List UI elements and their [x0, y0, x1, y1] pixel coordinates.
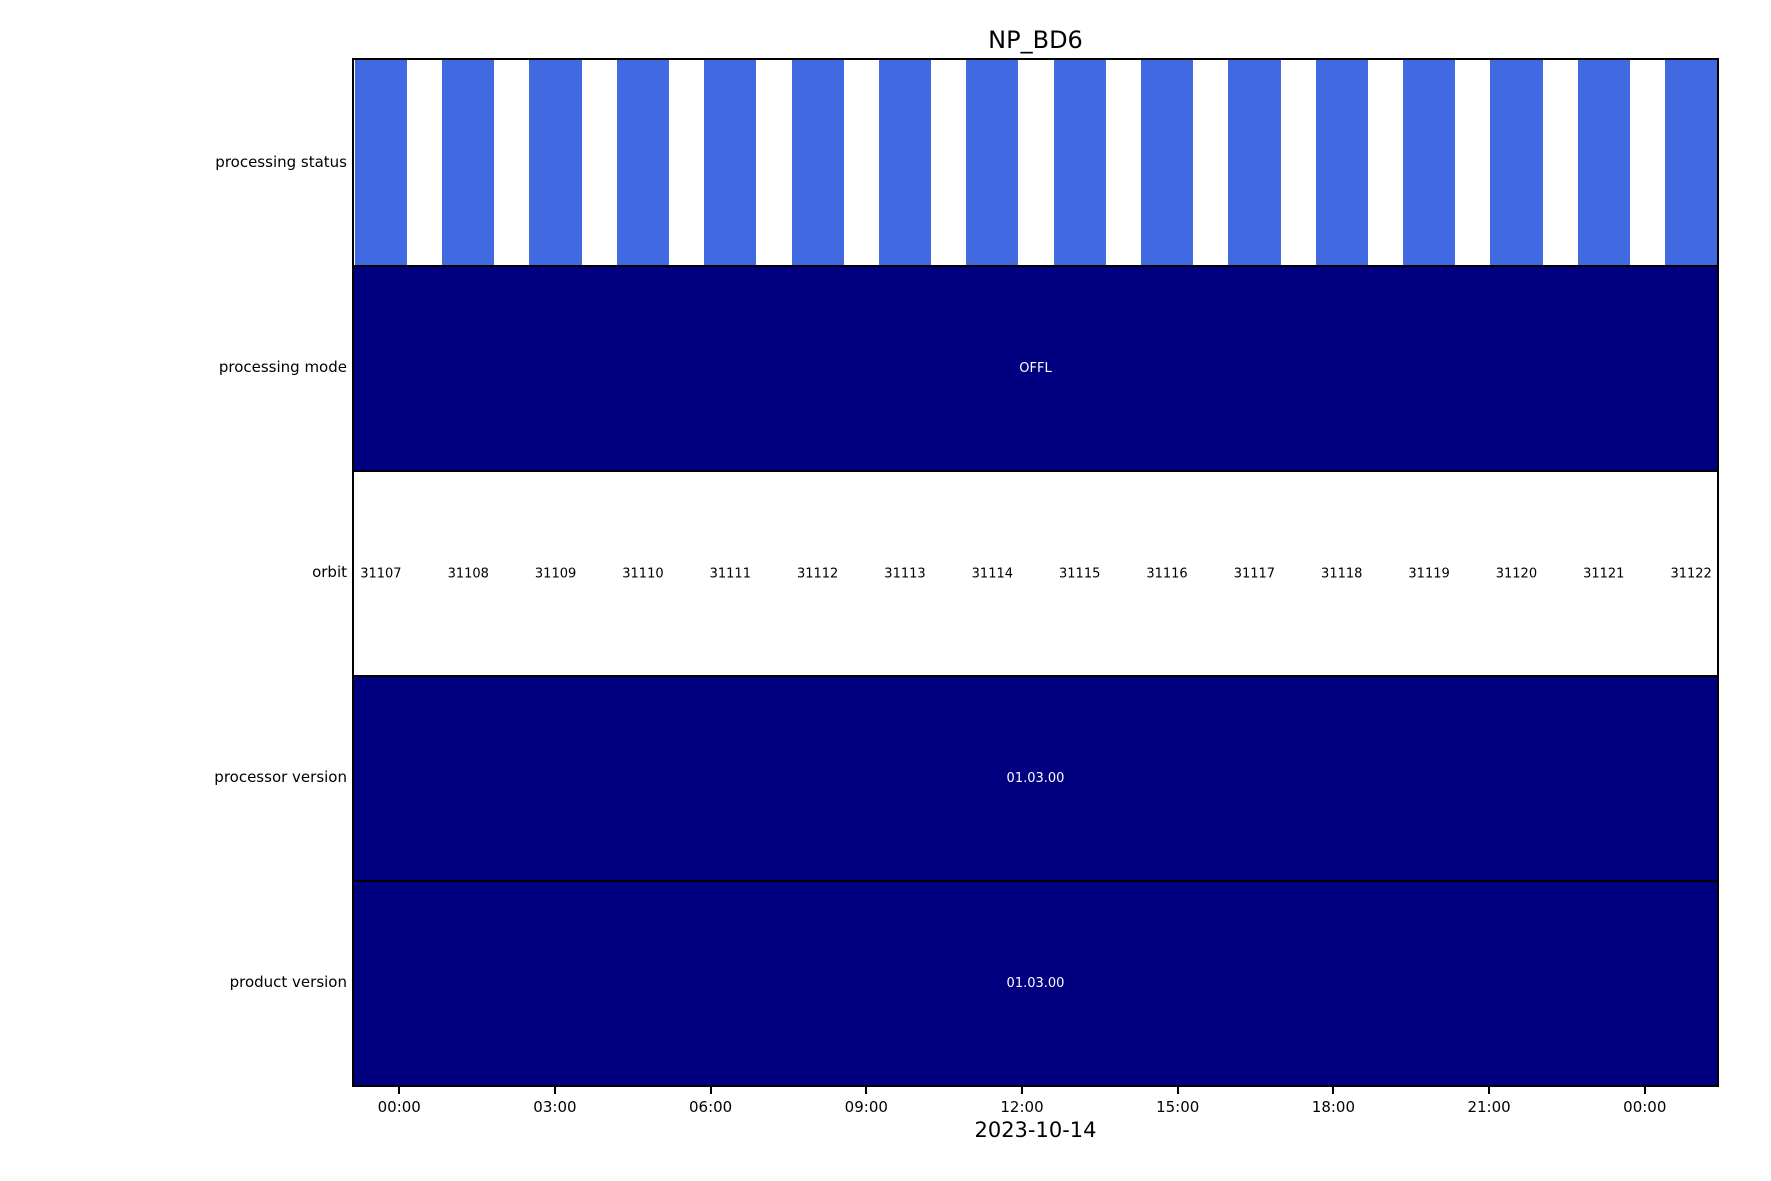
orbit-number: 31115 — [1059, 566, 1101, 581]
x-tick-label: 00:00 — [377, 1098, 421, 1116]
processing-status-bar — [1664, 60, 1717, 265]
x-axis: 00:00 03:00 06:00 09:00 12:00 15:00 18:00 21:00… — [352, 1087, 1719, 1129]
processing-status-bar — [616, 60, 670, 265]
x-tick-label: 06:00 — [688, 1098, 733, 1116]
orbit-number: 31111 — [709, 566, 751, 581]
processing-status-bar — [1402, 60, 1456, 265]
orbit-number: 31121 — [1583, 566, 1625, 581]
processing-status-bar — [704, 60, 757, 265]
row-label-product-version: product version — [229, 973, 347, 991]
processing-mode-value: OFFL — [1019, 361, 1052, 376]
orbit-number: 31122 — [1670, 566, 1712, 581]
processor-version-value: 01.03.00 — [1006, 771, 1065, 786]
x-tick-mark — [553, 1087, 556, 1094]
processing-status-bar — [1053, 60, 1106, 265]
orbit-number: 31114 — [971, 566, 1014, 581]
row-label-orbit: orbit — [312, 563, 347, 581]
orbit-number: 31118 — [1321, 566, 1363, 581]
processing-status-bar — [354, 60, 408, 265]
orbit-number: 31108 — [447, 566, 489, 581]
x-tick-mark — [398, 1087, 401, 1094]
orbit-number: 31112 — [796, 566, 839, 581]
x-tick-mark — [1332, 1087, 1335, 1094]
x-tick-label: 00:00 — [1623, 1098, 1667, 1116]
x-tick-label: 21:00 — [1467, 1098, 1511, 1116]
x-tick-label: 12:00 — [1000, 1098, 1044, 1116]
row-label-processor-version: processor version — [214, 768, 347, 786]
x-tick-label: 09:00 — [844, 1098, 888, 1116]
orbit-number: 31110 — [622, 566, 664, 581]
x-axis-date-label: 2023-10-14 — [974, 1118, 1097, 1142]
chart-title: NP_BD6 — [988, 26, 1083, 54]
processing-status-bar — [1140, 60, 1194, 265]
processing-status-bar — [1228, 60, 1281, 265]
processing-status-bar — [966, 60, 1019, 265]
processing-status-bar — [791, 60, 844, 265]
processing-status-bar — [442, 60, 495, 265]
x-tick-label: 15:00 — [1156, 1098, 1200, 1116]
orbit-number: 31119 — [1408, 566, 1450, 581]
processing-status-bar — [1577, 60, 1630, 265]
row-processor-version: 01.03.00 — [354, 675, 1717, 880]
row-label-processing-mode: processing mode — [218, 358, 347, 376]
processing-status-bar — [878, 60, 932, 265]
processing-status-bar — [1315, 60, 1368, 265]
orbit-number: 31109 — [534, 566, 577, 581]
orbit-number: 31117 — [1233, 566, 1276, 581]
row-label-processing-status: processing status — [215, 153, 347, 171]
orbit-number: 31113 — [884, 566, 926, 581]
x-tick-mark — [1643, 1087, 1646, 1094]
x-tick-mark — [1176, 1087, 1179, 1094]
orbit-number: 31107 — [360, 566, 402, 581]
plot-area: OFFL 31107 31108 31109 31110 31111 31112 31113… — [352, 58, 1719, 1087]
row-product-version: 01.03.00 — [354, 880, 1717, 1085]
row-processing-status — [354, 60, 1717, 265]
processing-status-bar — [529, 60, 582, 265]
x-tick-label: 03:00 — [533, 1098, 577, 1116]
row-orbit: 31107 31108 31109 31110 31111 31112 31113 31114… — [354, 470, 1717, 675]
x-tick-label: 18:00 — [1311, 1098, 1356, 1116]
row-processing-mode: OFFL — [354, 265, 1717, 470]
x-tick-mark — [709, 1087, 712, 1094]
processing-status-bar — [1490, 60, 1543, 265]
x-tick-mark — [1488, 1087, 1491, 1094]
orbit-number: 31116 — [1146, 566, 1188, 581]
x-tick-mark — [1021, 1087, 1023, 1094]
x-tick-mark — [865, 1087, 868, 1094]
product-version-value: 01.03.00 — [1006, 976, 1065, 991]
orbit-number: 31120 — [1495, 566, 1538, 581]
